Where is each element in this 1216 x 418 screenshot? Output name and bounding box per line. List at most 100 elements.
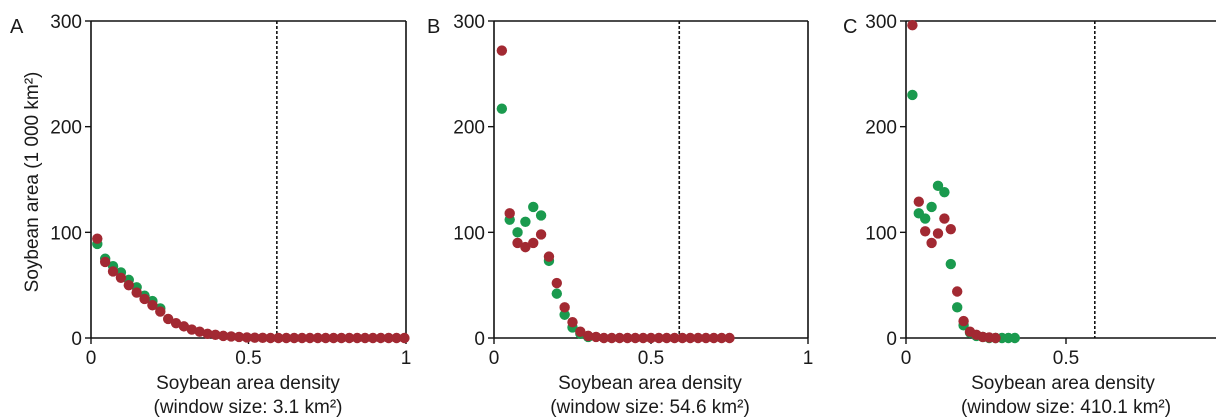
red-data-point <box>178 321 190 332</box>
red-data-point <box>661 332 672 344</box>
x-tick-label: 0 <box>489 348 500 369</box>
y-tick-label: 300 <box>865 12 897 33</box>
red-data-point <box>273 332 284 344</box>
red-data-point <box>241 332 253 343</box>
red-data-point <box>653 332 665 344</box>
red-data-point <box>312 332 323 344</box>
green-data-point <box>512 227 523 238</box>
panel-a-y-axis-title: Soybean area (1 000 km²) <box>22 72 43 293</box>
red-data-point <box>375 332 386 344</box>
y-tick-label: 100 <box>50 223 82 244</box>
red-data-point <box>551 277 562 289</box>
red-data-point <box>958 315 969 327</box>
red-data-point <box>630 332 641 344</box>
panel-c: C Soybean area density (window size: 410… <box>843 12 1216 418</box>
red-data-point <box>344 332 355 344</box>
red-data-point <box>139 293 150 305</box>
red-data-point <box>257 332 268 343</box>
panel-c-x-axis-subtitle: (window size: 410.1 km²) <box>961 397 1171 418</box>
green-data-point <box>528 201 539 213</box>
y-tick-label: 200 <box>50 118 82 139</box>
x-tick-label: 0.5 <box>638 348 664 369</box>
red-data-point <box>496 45 508 56</box>
red-data-point <box>92 233 103 244</box>
red-data-point <box>186 324 197 335</box>
x-tick-label: 1 <box>803 348 814 369</box>
red-data-point <box>399 332 410 344</box>
red-data-point <box>528 237 539 249</box>
red-data-point <box>162 313 174 325</box>
red-data-point <box>218 330 229 342</box>
red-data-point <box>210 329 221 341</box>
green-data-point <box>496 103 508 114</box>
red-data-point <box>155 306 166 317</box>
red-data-point <box>281 332 292 344</box>
red-data-point <box>296 332 308 344</box>
red-data-point <box>590 331 602 343</box>
red-data-point <box>391 332 402 344</box>
red-data-point <box>990 332 1001 344</box>
panel-c-plot: 0 100 200 300 0 0.5 <box>865 12 1216 369</box>
red-data-point <box>669 332 680 344</box>
y-tick-label: 100 <box>865 223 897 244</box>
panel-b-letter: B <box>427 16 440 38</box>
red-data-point <box>504 208 515 219</box>
red-data-point <box>920 226 931 237</box>
green-data-point <box>926 201 937 213</box>
red-data-point <box>716 332 727 344</box>
red-data-point <box>567 316 578 328</box>
red-data-point <box>288 332 300 344</box>
red-data-point <box>99 256 111 268</box>
red-data-point <box>575 326 586 337</box>
y-tick-label: 0 <box>71 329 82 350</box>
panel-c-letter: C <box>843 16 857 38</box>
red-data-point <box>932 228 944 239</box>
green-data-point <box>551 288 562 299</box>
red-data-point <box>614 332 625 344</box>
x-tick-label: 0 <box>86 348 97 369</box>
y-tick-label: 300 <box>453 12 485 33</box>
red-data-point <box>320 332 331 344</box>
red-data-point <box>328 332 339 344</box>
panel-a-x-axis-subtitle: (window size: 3.1 km²) <box>154 397 343 418</box>
y-tick-label: 200 <box>453 118 485 139</box>
red-data-point <box>265 332 276 344</box>
red-data-point <box>583 330 594 342</box>
red-data-point <box>147 300 158 311</box>
y-tick-label: 0 <box>886 329 897 350</box>
y-tick-label: 300 <box>50 12 82 33</box>
green-data-point <box>535 210 547 221</box>
red-data-point <box>637 332 649 344</box>
green-data-point <box>559 309 570 320</box>
red-data-point <box>520 241 531 253</box>
panel-a-letter: A <box>10 16 24 38</box>
red-data-point <box>304 332 316 344</box>
red-data-point <box>543 251 555 262</box>
red-data-point <box>559 302 570 313</box>
y-tick-label: 100 <box>453 223 485 244</box>
green-data-point <box>1009 332 1020 344</box>
x-tick-label: 1 <box>401 348 412 369</box>
panel-b-x-axis-subtitle: (window size: 54.6 km²) <box>550 397 750 418</box>
red-data-point <box>622 332 633 344</box>
red-data-point <box>202 328 213 339</box>
red-data-point <box>225 331 237 342</box>
red-data-point <box>194 326 205 337</box>
red-data-point <box>685 332 696 344</box>
red-data-point <box>907 20 918 31</box>
red-data-point <box>115 272 127 283</box>
red-data-point <box>123 279 134 291</box>
red-data-point <box>535 229 547 240</box>
green-data-point <box>932 180 944 192</box>
red-data-point <box>708 332 719 344</box>
red-data-point <box>724 332 735 344</box>
red-data-point <box>700 332 712 344</box>
panel-b-plot: 0 100 200 300 0 0.5 1 <box>453 12 813 369</box>
red-data-point <box>131 287 142 298</box>
red-data-point <box>383 332 394 344</box>
panel-b-x-axis-title: Soybean area density <box>558 373 742 394</box>
green-data-point <box>939 186 950 198</box>
red-data-point <box>512 237 523 249</box>
panel-b: B Soybean area density (window size: 54.… <box>427 12 813 418</box>
red-data-point <box>351 332 363 344</box>
